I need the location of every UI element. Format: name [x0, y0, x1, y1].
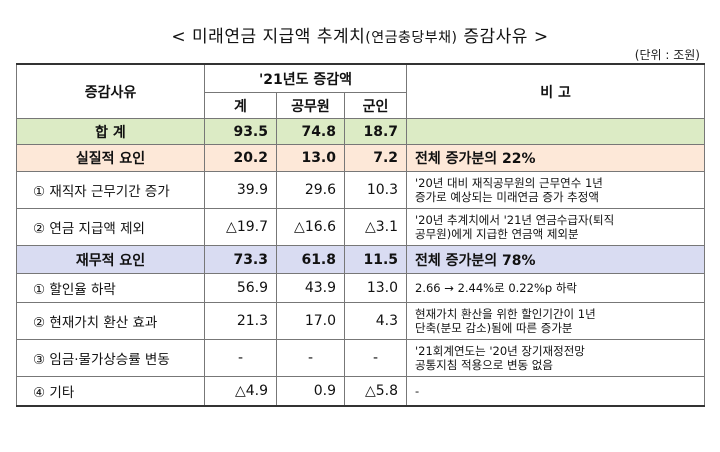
cell-total: △4.9 [204, 376, 277, 407]
table-row-real: 실질적 요인 20.2 13.0 7.2 전체 증가분의 22% [16, 144, 706, 172]
table-row-fin-2: ② 현재가치 환산 효과 21.3 17.0 4.3 현재가치 환산을 위한 할… [16, 302, 706, 340]
page-title: < 미래연금 지급액 추계치(연금충당부채) 증감사유 > [0, 22, 720, 47]
header-remark: 비 고 [406, 63, 706, 119]
cell-remark: '21회계연도는 '20년 장기재정전망 공통지침 적용으로 변동 없음 [406, 339, 706, 377]
header-group: '21년도 증감액 [203, 63, 408, 93]
cell-remark: 전체 증가분의 78% [406, 245, 706, 274]
header-row-1: 증감사유 '21년도 증감액 비 고 [16, 63, 706, 119]
cell-remark: 전체 증가분의 22% [406, 144, 706, 172]
cell-remark: 현재가치 환산을 위한 할인기간이 1년 단축(분모 감소)됨에 따른 증가분 [406, 302, 706, 340]
cell-civil: 74.8 [276, 118, 345, 145]
cell-total: 56.9 [204, 273, 277, 303]
row-label: ④ 기타 [16, 376, 205, 407]
cell-remark: '20년 추계치에서 '21년 연금수급자(퇴직 공무원)에게 지급한 연금액 … [406, 208, 706, 246]
cell-civil: 13.0 [276, 144, 345, 172]
header-military: 군인 [343, 92, 408, 119]
cell-military: △5.8 [343, 376, 408, 407]
cell-military: - [343, 339, 408, 377]
table-row-fin-4: ④ 기타 △4.9 0.9 △5.8 - [16, 376, 706, 407]
unit-label: (단위 : 조원) [634, 48, 700, 62]
header-reason: 증감사유 [16, 63, 205, 119]
remark-line-1: '21회계연도는 '20년 장기재정전망 [415, 344, 585, 358]
cell-remark: '20년 대비 재직공무원의 근무연수 1년 증가로 예상되는 미래연금 증가 … [406, 171, 706, 209]
table-row-real-2: ② 연금 지급액 제외 △19.7 △16.6 △3.1 '20년 추계치에서 … [16, 208, 706, 246]
row-label: 합 계 [16, 118, 205, 145]
cell-total: 73.3 [204, 245, 277, 274]
header-row-2: 계 공무원 군인 [17, 92, 705, 119]
cell-civil: - [276, 339, 345, 377]
cell-total: △19.7 [204, 208, 277, 246]
cell-military: 7.2 [343, 144, 408, 172]
table-row-fin-3: ③ 임금·물가상승률 변동 - - - '21회계연도는 '20년 장기재정전망… [16, 339, 706, 377]
cell-civil: 43.9 [276, 273, 345, 303]
row-label: ③ 임금·물가상승률 변동 [16, 339, 205, 377]
cell-civil: 17.0 [276, 302, 345, 340]
row-label: ② 현재가치 환산 효과 [16, 302, 205, 340]
cell-military: △3.1 [343, 208, 408, 246]
remark-line-2: 공무원)에게 지급한 연금액 제외분 [415, 227, 579, 241]
cell-military: 4.3 [343, 302, 408, 340]
cell-total: 21.3 [204, 302, 277, 340]
remark-line-1: '20년 추계치에서 '21년 연금수급자(퇴직 [415, 213, 615, 227]
remark-line-1: 현재가치 환산을 위한 할인기간이 1년 [415, 307, 596, 321]
title-paren: (연금충당부채) [365, 30, 458, 46]
cell-civil: △16.6 [276, 208, 345, 246]
cell-military: 18.7 [343, 118, 408, 145]
row-label: ② 연금 지급액 제외 [16, 208, 205, 246]
cell-total: 93.5 [204, 118, 277, 145]
remark-line-1: '20년 대비 재직공무원의 근무연수 1년 [415, 176, 603, 190]
cell-civil: 61.8 [276, 245, 345, 274]
cell-military: 11.5 [343, 245, 408, 274]
table-row-fin-1: ① 할인율 하락 56.9 43.9 13.0 2.66 → 2.44%로 0.… [16, 273, 706, 303]
cell-remark [406, 118, 706, 145]
header-civil: 공무원 [276, 92, 345, 119]
row-label: ① 재직자 근무기간 증가 [16, 171, 205, 209]
reason-table: 증감사유 '21년도 증감액 비 고 계 공무원 군인 합 계 93.5 74.… [16, 63, 706, 407]
cell-total: - [204, 339, 277, 377]
title-main: < 미래연금 지급액 추계치 [171, 27, 366, 47]
table-row-real-1: ① 재직자 근무기간 증가 39.9 29.6 10.3 '20년 대비 재직공… [16, 171, 706, 209]
remark-line-2: 증가로 예상되는 미래연금 증가 추정액 [415, 190, 599, 204]
cell-total: 39.9 [204, 171, 277, 209]
cell-civil: 29.6 [276, 171, 345, 209]
cell-remark: 2.66 → 2.44%로 0.22%p 하락 [406, 273, 706, 303]
remark-line-2: 공통지침 적용으로 변동 없음 [415, 358, 553, 372]
table-row-sum: 합 계 93.5 74.8 18.7 [16, 118, 706, 145]
cell-total: 20.2 [204, 144, 277, 172]
table-row-fin: 재무적 요인 73.3 61.8 11.5 전체 증가분의 78% [16, 245, 706, 274]
cell-military: 10.3 [343, 171, 408, 209]
row-label: ① 할인율 하락 [16, 273, 205, 303]
row-label: 재무적 요인 [16, 245, 205, 274]
row-label: 실질적 요인 [16, 144, 205, 172]
title-end: 증감사유 > [457, 27, 549, 47]
remark-line-2: 단축(분모 감소)됨에 따른 증가분 [415, 321, 573, 335]
cell-remark: - [406, 376, 706, 407]
cell-military: 13.0 [343, 273, 408, 303]
cell-civil: 0.9 [276, 376, 345, 407]
header-total: 계 [204, 92, 277, 119]
